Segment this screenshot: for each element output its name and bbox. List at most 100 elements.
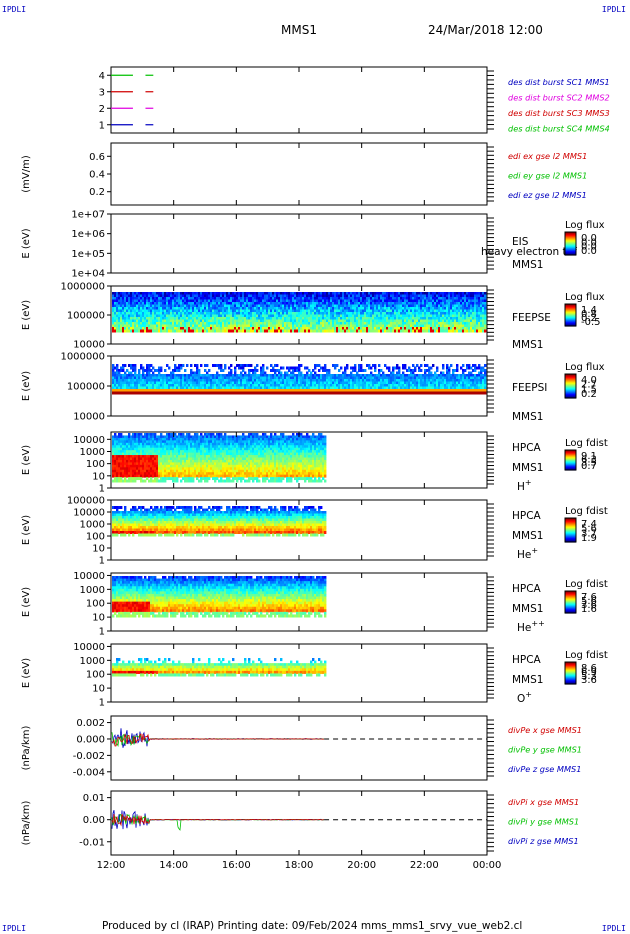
feeps-i-cell	[360, 376, 363, 380]
feeps-i-cell	[180, 374, 183, 377]
feeps-e-cell	[448, 312, 451, 315]
feeps-e-cell	[194, 294, 197, 298]
feeps-e-cell	[458, 319, 461, 323]
feeps-e-cell	[260, 329, 263, 333]
feeps-e-cell	[116, 319, 119, 323]
feeps-e-cell	[160, 307, 163, 310]
feeps-e-cell	[456, 322, 459, 325]
feeps-e-cell	[428, 314, 431, 318]
feeps-e-cell	[312, 292, 315, 295]
feeps-e-cell	[196, 307, 199, 310]
feeps-i-cell	[272, 391, 275, 395]
edi-legend-entry: edi ey gse l2 MMS1	[508, 171, 587, 181]
feeps-e-cell	[376, 309, 379, 313]
feeps-i-cell	[402, 371, 405, 375]
feeps-e-cell	[406, 314, 409, 318]
feeps-i-cell	[216, 381, 219, 385]
feeps-e-cell	[384, 292, 387, 295]
feeps-i-cell	[446, 376, 449, 380]
feeps-i-cell	[266, 391, 269, 395]
feeps-e-cell	[112, 294, 115, 298]
feeps-e-cell	[372, 297, 375, 300]
feeps-e-cell	[466, 312, 469, 315]
feeps-e-cell	[294, 302, 297, 305]
feeps-e-cell	[296, 304, 299, 308]
feeps-e-cell	[152, 302, 155, 305]
feeps-e-cell	[324, 307, 327, 310]
feeps-e-cell	[308, 299, 311, 303]
feeps-i-cell	[434, 389, 437, 392]
feeps-i-cell	[304, 391, 307, 395]
feeps-i-cell	[260, 391, 263, 395]
feeps-e-cell	[162, 327, 165, 330]
feeps-i-cell	[114, 391, 117, 395]
feeps-i-cell	[114, 386, 117, 390]
feeps-e-cell	[178, 299, 181, 303]
feeps-i-cell	[234, 391, 237, 395]
feeps-i-cell	[376, 379, 379, 382]
feeps-i-cell	[142, 374, 145, 377]
feeps-e-cell	[124, 299, 127, 303]
feeps-e-cell	[474, 309, 477, 313]
feeps-e-cell	[182, 297, 185, 300]
feeps-i-cell	[380, 374, 383, 377]
feeps-e-cell	[480, 324, 483, 328]
feeps-e-cell	[280, 317, 283, 320]
feeps-i-cell	[330, 379, 333, 382]
feeps-e-cell	[450, 292, 453, 295]
feeps-e-cell	[124, 324, 127, 328]
feeps-i-cell	[122, 384, 125, 387]
feeps-e-cell	[190, 307, 193, 310]
feeps-e-cell	[444, 314, 447, 318]
feeps-e-cell	[408, 299, 411, 303]
feeps-e-cell	[378, 292, 381, 295]
feeps-e-cell	[162, 312, 165, 315]
feeps-i-cell	[230, 389, 233, 392]
feeps-i-cell	[190, 389, 193, 392]
feeps-e-cell	[318, 297, 321, 300]
feeps-i-cell	[452, 379, 455, 382]
feeps-i-cell	[310, 391, 313, 395]
feeps-e-cell	[298, 319, 301, 323]
feeps-e-cell	[180, 324, 183, 328]
feeps-e-cell	[162, 317, 165, 320]
feeps-e-cell	[222, 329, 225, 333]
feeps-e-cell	[172, 304, 175, 308]
feeps-i-cell	[342, 376, 345, 380]
feeps-e-cell	[268, 329, 271, 333]
feeps-e-cell	[170, 322, 173, 325]
feeps-e-cell	[256, 304, 259, 308]
feeps-e-cell	[170, 299, 173, 303]
feeps-i-cell	[428, 386, 431, 390]
feeps-e-cell	[282, 314, 285, 318]
feeps-e-cell	[184, 317, 187, 320]
feeps-i-cell	[244, 374, 247, 377]
feeps-e-cell	[200, 292, 203, 295]
feeps-e-cell	[226, 319, 229, 323]
feeps-e-cell	[370, 324, 373, 328]
feeps-i-cell	[254, 374, 257, 377]
feeps-e-cell	[226, 292, 229, 295]
feeps-e-cell	[362, 312, 365, 315]
feeps-i-cell	[294, 391, 297, 395]
feeps-i-cell	[282, 374, 285, 377]
feeps-e-cell	[414, 297, 417, 300]
eis-colorbar-cell	[565, 246, 576, 248]
feeps-e-cell	[122, 309, 125, 313]
feeps-e-cell	[336, 302, 339, 305]
feeps-e-cell	[126, 302, 129, 305]
feeps-e-cell	[232, 322, 235, 325]
feeps-e-cell	[310, 307, 313, 310]
feeps-i-cell	[248, 381, 251, 385]
feeps-e-cell	[158, 312, 161, 315]
feeps-e-cell	[464, 297, 467, 300]
feeps-e-cell	[320, 304, 323, 308]
feeps-e-cell	[224, 329, 227, 333]
feeps-e-cell	[330, 294, 333, 298]
feeps-i-cell	[274, 376, 277, 380]
feeps-e-cell	[444, 319, 447, 323]
feeps-e-cell	[310, 299, 313, 303]
feeps-e-cell	[236, 317, 239, 320]
feeps-i-cell	[394, 376, 397, 380]
feeps-e-cell	[168, 314, 171, 318]
